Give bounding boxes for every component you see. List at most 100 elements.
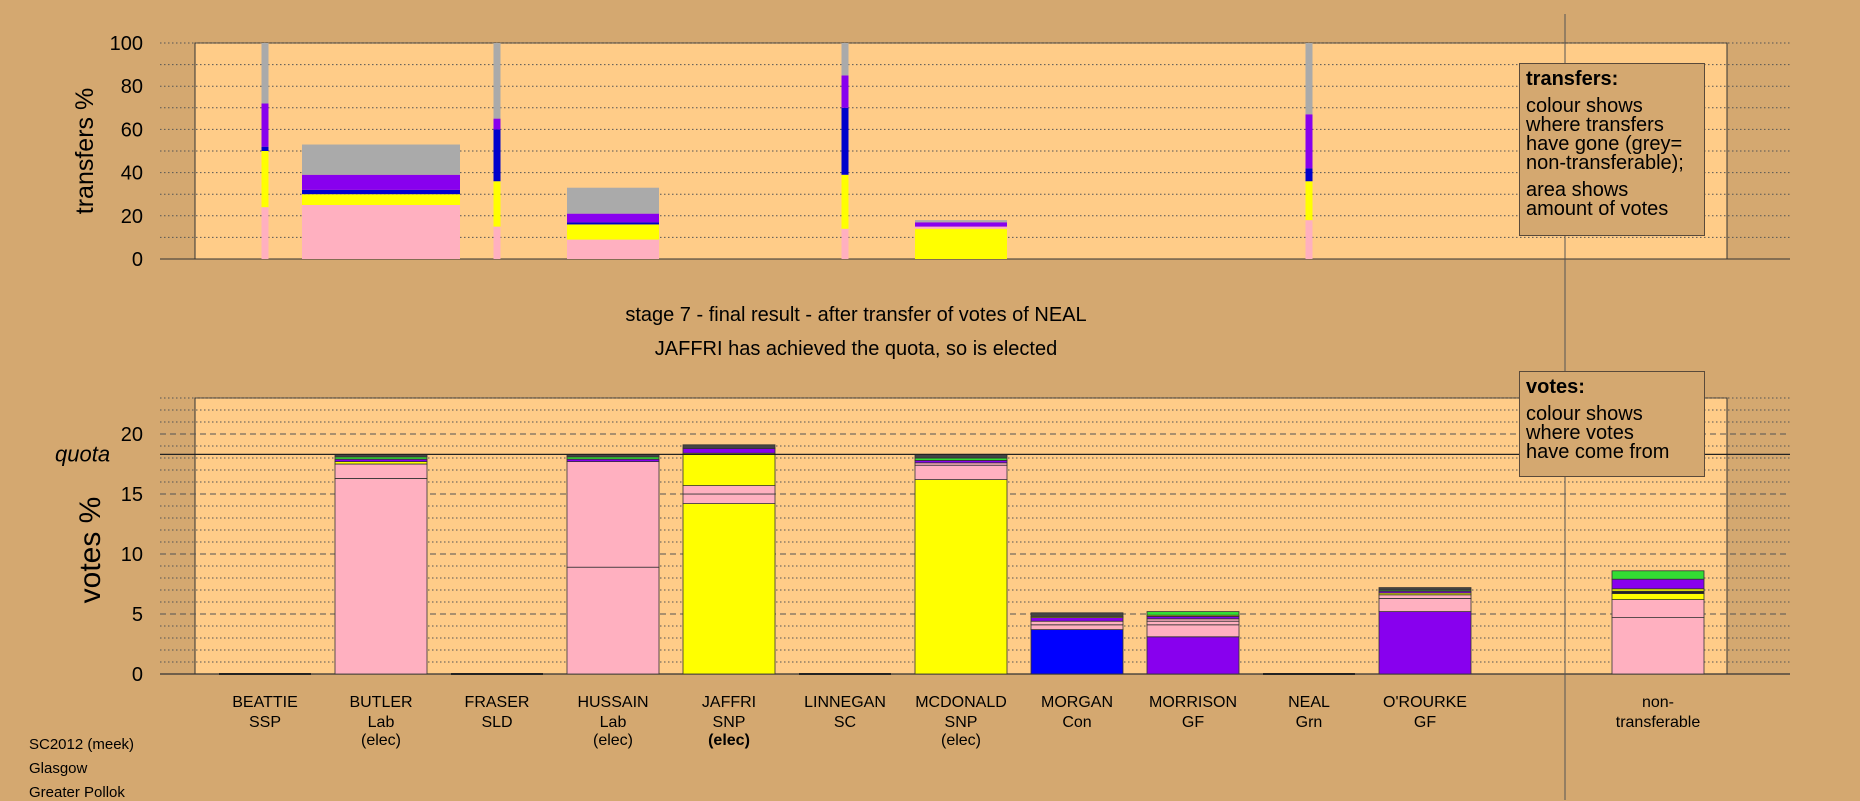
candidate-party: Grn (1296, 714, 1323, 731)
votes-legend-line: where votes (1526, 422, 1634, 444)
candidate-party: Lab (600, 714, 627, 731)
vote-segment (1611, 578, 1705, 590)
city-name: Glasgow (29, 760, 88, 777)
vote-bar (566, 453, 660, 675)
transfer-segment (261, 146, 269, 151)
transfer-segment (567, 213, 659, 223)
transfers-legend-line: have gone (grey= (1526, 133, 1683, 155)
transfers-legend-line: non-transferable); (1526, 152, 1684, 174)
transfer-segment (915, 222, 1007, 227)
vote-segment (1611, 599, 1705, 618)
vote-segment (1146, 611, 1240, 616)
candidate-party: GF (1182, 714, 1204, 731)
candidate-elected-status: (elec) (941, 732, 981, 749)
vote-segment (566, 461, 660, 568)
vote-segment (1378, 611, 1472, 675)
transfer-segment (302, 194, 460, 205)
vote-segment (334, 463, 428, 479)
vote-bar (334, 453, 428, 675)
transfer-segment (493, 181, 501, 227)
vote-segment (1611, 570, 1705, 580)
votes-tick-label: 15 (121, 484, 143, 506)
candidate-name: HUSSAIN (577, 694, 648, 711)
transfer-segment (493, 129, 501, 182)
transfers-panel: 0 20 40 60 80 100 transfers % (71, 33, 1790, 271)
transfer-segment (493, 118, 501, 130)
vote-segment (1030, 624, 1124, 630)
transfer-segment (915, 226, 1007, 229)
vote-segment (1611, 617, 1705, 675)
votes-axis-label: votes % (74, 497, 107, 604)
transfer-bar (302, 144, 460, 259)
transfer-segment (567, 222, 659, 225)
candidate-name: NEAL (1288, 694, 1330, 711)
candidate-name: non- (1642, 694, 1674, 711)
transfer-segment (567, 224, 659, 240)
vote-segment (1030, 629, 1124, 675)
transfer-bar (261, 43, 269, 259)
transfer-segment (841, 174, 849, 229)
vote-segment (1030, 612, 1124, 617)
transfer-bar (915, 220, 1007, 259)
votes-tick-label: 10 (121, 544, 143, 566)
candidate-party: GF (1414, 714, 1436, 731)
transfer-bar (567, 187, 659, 259)
transfer-segment (302, 205, 460, 259)
candidate-elected-status: (elec) (708, 732, 750, 749)
transfer-segment (302, 174, 460, 190)
transfer-segment (841, 75, 849, 108)
transfers-legend-line: colour shows (1526, 95, 1643, 117)
transfer-segment (302, 144, 460, 175)
vote-segment (1378, 594, 1472, 599)
vote-segment (1146, 624, 1240, 638)
vote-bar (1611, 570, 1705, 675)
transfer-segment (261, 43, 269, 104)
candidate-party: SLD (481, 714, 512, 731)
transfer-segment (302, 189, 460, 195)
vote-segment (682, 447, 776, 454)
result-subtitle: JAFFRI has achieved the quota, so is ele… (654, 338, 1058, 360)
vote-segment (914, 479, 1008, 675)
transfer-segment (1305, 181, 1313, 221)
candidate-name: LINNEGAN (804, 694, 886, 711)
candidate-party: transferable (1616, 714, 1701, 731)
transfers-tick-label: 60 (121, 119, 143, 141)
vote-segment (682, 485, 776, 495)
vote-segment (566, 566, 660, 675)
vote-segment (682, 493, 776, 505)
vote-bar (682, 444, 776, 675)
vote-segment (1378, 598, 1472, 613)
transfers-legend-line: amount of votes (1526, 198, 1669, 220)
transfers-tick-label: 40 (121, 163, 143, 185)
transfer-segment (493, 43, 501, 119)
votes-legend: votes: colour shows where votes have com… (1519, 371, 1705, 477)
candidate-party: Con (1062, 714, 1091, 731)
candidate-elected-status: (elec) (361, 732, 401, 749)
votes-legend-line: colour shows (1526, 403, 1643, 425)
transfer-segment (1305, 168, 1313, 182)
quota-label: quota (55, 441, 110, 466)
candidate-party: SSP (249, 714, 281, 731)
candidate-elected-status: (elec) (593, 732, 633, 749)
candidate-name: BUTLER (349, 694, 412, 711)
votes-tick-label: 5 (132, 604, 143, 626)
transfers-legend-title: transfers: (1526, 68, 1619, 90)
transfers-tick-label: 0 (132, 249, 143, 271)
votes-tick-label: 20 (121, 424, 143, 446)
votes-tick-label: 0 (132, 664, 143, 686)
transfers-tick-label: 20 (121, 206, 143, 228)
transfers-axis-label: transfers % (71, 88, 99, 214)
transfer-segment (1305, 220, 1313, 259)
candidate-name: MCDONALD (915, 694, 1007, 711)
transfer-segment (261, 103, 269, 147)
transfer-bar (493, 43, 501, 259)
vote-segment (1378, 587, 1472, 591)
transfer-segment (841, 43, 849, 76)
vote-bar (1030, 612, 1124, 675)
transfer-bar (1305, 43, 1313, 259)
transfer-bar (841, 43, 849, 259)
vote-segment (1146, 636, 1240, 675)
candidate-party: SNP (713, 714, 746, 731)
